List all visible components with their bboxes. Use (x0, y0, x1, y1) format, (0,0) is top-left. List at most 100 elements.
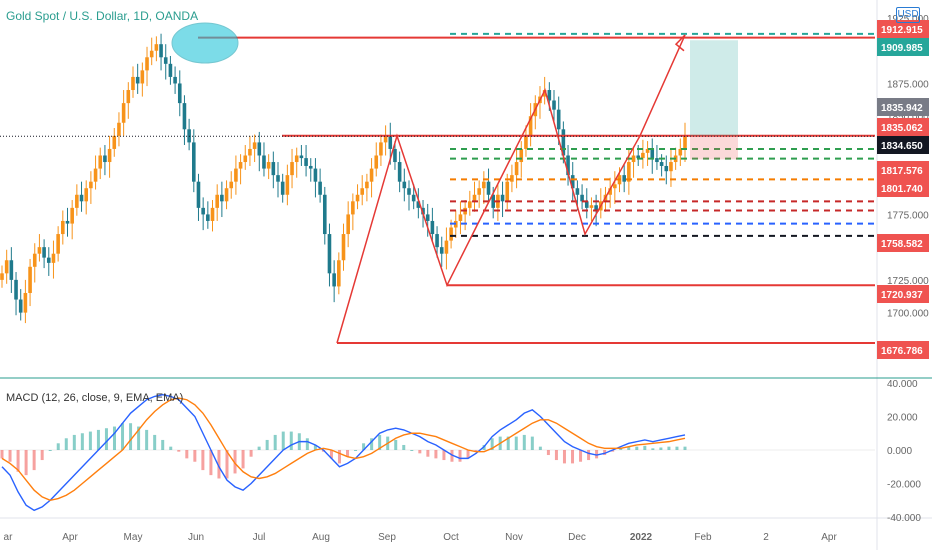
candle-body (482, 181, 486, 189)
macd-histogram-bar (329, 450, 333, 459)
time-tick-label: Sep (378, 532, 396, 543)
chart-title: Gold Spot / U.S. Dollar, 1D, OANDA (6, 9, 199, 23)
candle-body (332, 273, 336, 287)
macd-histogram-bar (354, 450, 358, 451)
macd-histogram-bar (201, 450, 205, 471)
macd-histogram-bar (112, 426, 116, 450)
candle-body (192, 142, 196, 182)
candle-body (168, 63, 173, 77)
candle-body (575, 188, 580, 195)
macd-histogram-bar (8, 450, 12, 462)
candle-body (304, 158, 308, 166)
macd-histogram-bar (281, 431, 285, 450)
macd-histogram-bar (137, 426, 141, 450)
top-highlight (171, 22, 239, 64)
candle-body (93, 168, 98, 182)
candle-body (229, 181, 234, 189)
macd-title: MACD (12, 26, close, 9, EMA, EMA) (6, 392, 184, 404)
candle-body (584, 201, 589, 208)
macd-tick-label: 20.000 (887, 413, 918, 424)
macd-histogram-bar (0, 450, 4, 459)
macd-histogram-bar (233, 450, 237, 474)
candle-body (163, 57, 168, 64)
candle-body (514, 162, 519, 176)
price-tick-label: 1725.000 (887, 276, 929, 287)
price-tick-label: 1850.000 (887, 112, 929, 123)
macd-histogram-bar (659, 447, 663, 450)
candle-body (561, 129, 566, 156)
macd-histogram-bar (289, 431, 293, 450)
macd-histogram-bar (56, 443, 60, 450)
candle-body (135, 76, 140, 84)
candle-body (56, 234, 60, 254)
candle-body (444, 240, 449, 254)
candle-body (421, 207, 425, 215)
macd-histogram-bar (305, 438, 309, 450)
candle-body (589, 205, 594, 208)
candle-body (486, 181, 491, 195)
macd-histogram-bar (145, 429, 149, 450)
price-label: 1909.985 (881, 43, 923, 54)
candle-body (542, 90, 547, 97)
macd-histogram-bar (225, 450, 229, 479)
time-tick-label: Nov (505, 532, 523, 543)
macd-histogram-bar (410, 450, 414, 451)
macd-histogram-bar (418, 450, 422, 454)
candle-body (430, 220, 435, 235)
candle-body (500, 194, 505, 202)
macd-histogram-bar (619, 448, 623, 450)
candle-body (547, 90, 552, 101)
macd-histogram-bar (442, 450, 446, 461)
macd-histogram-bar (129, 423, 133, 450)
candle-body (472, 194, 477, 202)
candle-body (126, 90, 131, 104)
macd-tick-label: 0.000 (887, 446, 912, 457)
currency-button[interactable]: USD (896, 7, 920, 23)
macd-histogram-bar (538, 446, 542, 450)
macd-line (1, 394, 686, 512)
candle-body (4, 260, 9, 274)
macd-histogram-bar (554, 450, 558, 461)
price-label-bg (877, 161, 929, 179)
candle-body (528, 116, 533, 136)
candle-body (299, 155, 304, 159)
candle-body (290, 162, 294, 176)
macd-histogram-bar (370, 438, 374, 450)
candle-body (627, 162, 631, 182)
candle-body (683, 135, 687, 149)
macd-histogram-bar (490, 438, 494, 450)
macd-histogram-bar (241, 450, 245, 469)
candle-body (9, 260, 14, 280)
time-tick-label: Jul (253, 532, 266, 543)
candle-body (252, 142, 257, 149)
candle-body (103, 155, 107, 163)
price-label-bg (877, 234, 929, 252)
candle-body (140, 70, 145, 84)
candle-body (0, 273, 4, 280)
time-tick-label: May (124, 532, 143, 543)
candle-body (379, 142, 383, 156)
candle-body (294, 155, 299, 163)
price-tick-label: 1775.000 (887, 210, 929, 221)
macd-histogram-bar (434, 450, 438, 459)
macd-histogram-bar (193, 450, 197, 462)
macd-histogram-bar (458, 450, 462, 462)
time-tick-label: Dec (568, 532, 586, 543)
candle-body (435, 234, 439, 248)
candle-body (411, 194, 416, 202)
candle-body (248, 148, 252, 156)
candle-body (271, 162, 276, 176)
macd-histogram-bar (185, 450, 189, 459)
candle-body (346, 214, 350, 235)
macd-histogram-bar (394, 439, 398, 450)
candle-body (210, 207, 215, 221)
macd-tick-label: -40.000 (887, 513, 921, 524)
candle-body (89, 181, 93, 189)
macd-tick-label: -20.000 (887, 480, 921, 491)
time-tick-label: Aug (312, 532, 330, 543)
candle-body (154, 44, 159, 51)
time-tick-label: Jun (188, 532, 204, 543)
macd-histogram-bar (530, 436, 534, 450)
